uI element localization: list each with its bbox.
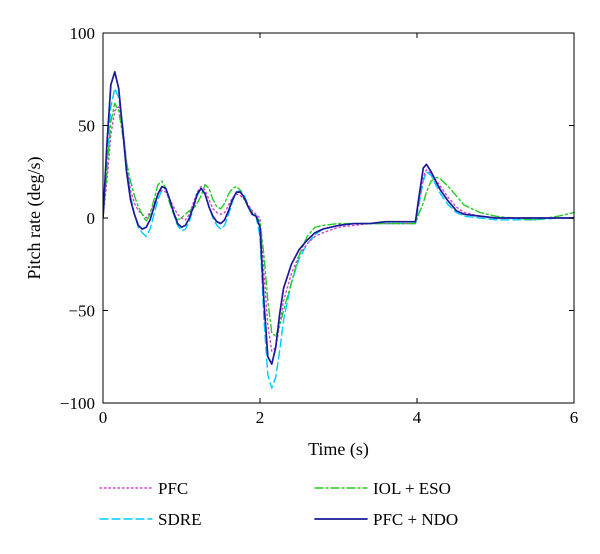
- series-line-sdre: [103, 87, 574, 389]
- y-tick-label: 100: [70, 24, 96, 43]
- x-tick-label: 2: [256, 408, 265, 427]
- legend-label: PFC: [158, 479, 188, 498]
- legend-label: SDRE: [158, 510, 201, 529]
- y-tick-label: 0: [87, 209, 96, 228]
- x-tick-label: 4: [413, 408, 422, 427]
- axis-ticks: [102, 32, 575, 404]
- x-tick-label: 6: [570, 408, 579, 427]
- y-tick-label: −100: [60, 394, 95, 413]
- tick-labels: 0 2 4 6 −100 −50 0 50 100: [60, 24, 578, 427]
- y-tick-label: 50: [78, 117, 95, 136]
- x-tick-label: 0: [99, 408, 108, 427]
- series-line-pfc-ndo: [103, 70, 574, 365]
- y-axis-label: Pitch rate (deg/s): [24, 157, 45, 280]
- legend: PFC SDRE IOL + ESO PFC + NDO: [99, 479, 458, 529]
- series-line-pfc: [103, 106, 574, 352]
- y-tick-label: −50: [68, 302, 95, 321]
- x-axis-label: Time (s): [308, 439, 369, 460]
- legend-label: PFC + NDO: [373, 510, 458, 529]
- plot-lines: [103, 70, 574, 389]
- legend-label: IOL + ESO: [373, 479, 451, 498]
